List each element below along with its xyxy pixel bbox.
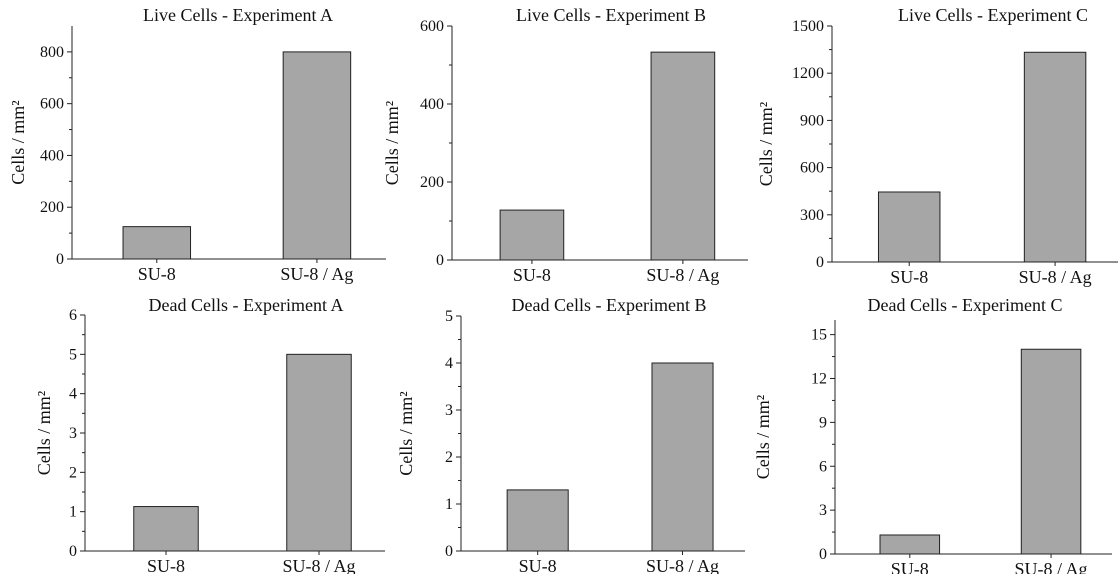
chart-title: Dead Cells - Experiment B xyxy=(512,295,707,315)
bar xyxy=(877,191,941,263)
x-tick-label: SU-8 / Ag xyxy=(646,556,719,574)
y-tick-label: 200 xyxy=(420,174,444,191)
y-tick-label: 12 xyxy=(811,371,827,388)
y-tick-label: 0 xyxy=(819,546,827,563)
y-axis-label: Cells / mm² xyxy=(8,100,28,184)
bar xyxy=(1020,348,1082,555)
y-tick-label: 600 xyxy=(40,96,64,113)
chart-title: Live Cells - Experiment A xyxy=(143,5,333,25)
y-tick-label: 400 xyxy=(40,147,64,164)
bar xyxy=(879,534,941,555)
y-tick-label: 900 xyxy=(800,112,824,129)
bar xyxy=(499,209,565,261)
x-tick-label: SU-8 xyxy=(513,265,551,285)
bar xyxy=(1023,51,1087,263)
y-tick-label: 9 xyxy=(819,414,827,431)
x-tick-label: SU-8 xyxy=(890,267,928,287)
y-tick-label: 600 xyxy=(420,18,444,35)
x-tick-label: SU-8 / Ag xyxy=(1019,267,1092,287)
x-tick-label: SU-8 xyxy=(891,559,929,574)
y-tick-label: 4 xyxy=(69,386,77,403)
x-tick-label: SU-8 / Ag xyxy=(282,556,355,574)
y-tick-label: 5 xyxy=(445,308,453,325)
chart-title: Live Cells - Experiment B xyxy=(516,5,706,25)
y-tick-label: 2 xyxy=(69,464,77,481)
y-tick-label: 300 xyxy=(800,207,824,224)
y-tick-label: 6 xyxy=(819,458,827,475)
chart-title: Dead Cells - Experiment C xyxy=(868,295,1063,315)
y-tick-label: 3 xyxy=(819,502,827,519)
y-axis-label: Cells / mm² xyxy=(382,101,402,185)
y-axis-label: Cells / mm² xyxy=(756,102,776,186)
y-tick-label: 0 xyxy=(436,252,444,269)
y-tick-label: 1500 xyxy=(792,18,824,35)
y-tick-label: 5 xyxy=(69,346,77,363)
x-tick-label: SU-8 / Ag xyxy=(280,264,353,284)
bar xyxy=(133,506,199,552)
y-tick-label: 800 xyxy=(40,44,64,61)
chart-panel: Live Cells - Experiment A 0 200 400 600 800 Ce… xyxy=(8,5,386,284)
y-tick-label: 200 xyxy=(40,199,64,216)
y-axis-label: Cells / mm² xyxy=(396,391,416,475)
chart-panel: Live Cells - Experiment B 0 200 400 600 Cells… xyxy=(382,5,748,285)
y-tick-label: 0 xyxy=(56,251,64,268)
chart-title: Dead Cells - Experiment A xyxy=(149,295,344,315)
y-tick-label: 2 xyxy=(445,449,453,466)
bar xyxy=(650,51,716,261)
bar xyxy=(506,489,569,552)
y-tick-label: 15 xyxy=(811,327,827,344)
y-tick-label: 600 xyxy=(800,160,824,177)
y-tick-label: 1 xyxy=(445,496,453,513)
x-tick-label: SU-8 / Ag xyxy=(646,265,719,285)
chart-title: Live Cells - Experiment C xyxy=(898,5,1088,25)
y-tick-label: 0 xyxy=(69,543,77,560)
chart-panel: Dead Cells - Experiment C 0 3 6 9 12 15 Cells /… xyxy=(753,295,1112,574)
bar xyxy=(122,226,192,260)
y-tick-label: 1200 xyxy=(792,65,824,82)
y-tick-label: 3 xyxy=(69,425,77,442)
y-tick-label: 4 xyxy=(445,355,453,372)
x-tick-label: SU-8 xyxy=(519,556,557,574)
y-axis-label: Cells / mm² xyxy=(753,395,773,479)
chart-panel: Dead Cells - Experiment A 0 1 2 3 4 5 6 Cells / … xyxy=(34,295,385,574)
bar xyxy=(282,51,352,260)
y-tick-label: 3 xyxy=(445,402,453,419)
x-tick-label: SU-8 xyxy=(138,264,176,284)
x-tick-label: SU-8 / Ag xyxy=(1015,559,1088,574)
y-tick-label: 6 xyxy=(69,307,77,324)
chart-panel: Live Cells - Experiment C 0 300 600 900 1200 1… xyxy=(756,5,1118,287)
y-tick-label: 0 xyxy=(445,543,453,560)
bar xyxy=(286,353,352,552)
y-tick-label: 1 xyxy=(69,504,77,521)
x-tick-label: SU-8 xyxy=(147,556,185,574)
y-tick-label: 0 xyxy=(816,254,824,271)
y-axis-label: Cells / mm² xyxy=(34,391,54,475)
bar xyxy=(651,362,714,552)
y-tick-label: 400 xyxy=(420,96,444,113)
chart-panel: Dead Cells - Experiment B 0 1 2 3 4 5 Cells / m… xyxy=(396,295,745,574)
